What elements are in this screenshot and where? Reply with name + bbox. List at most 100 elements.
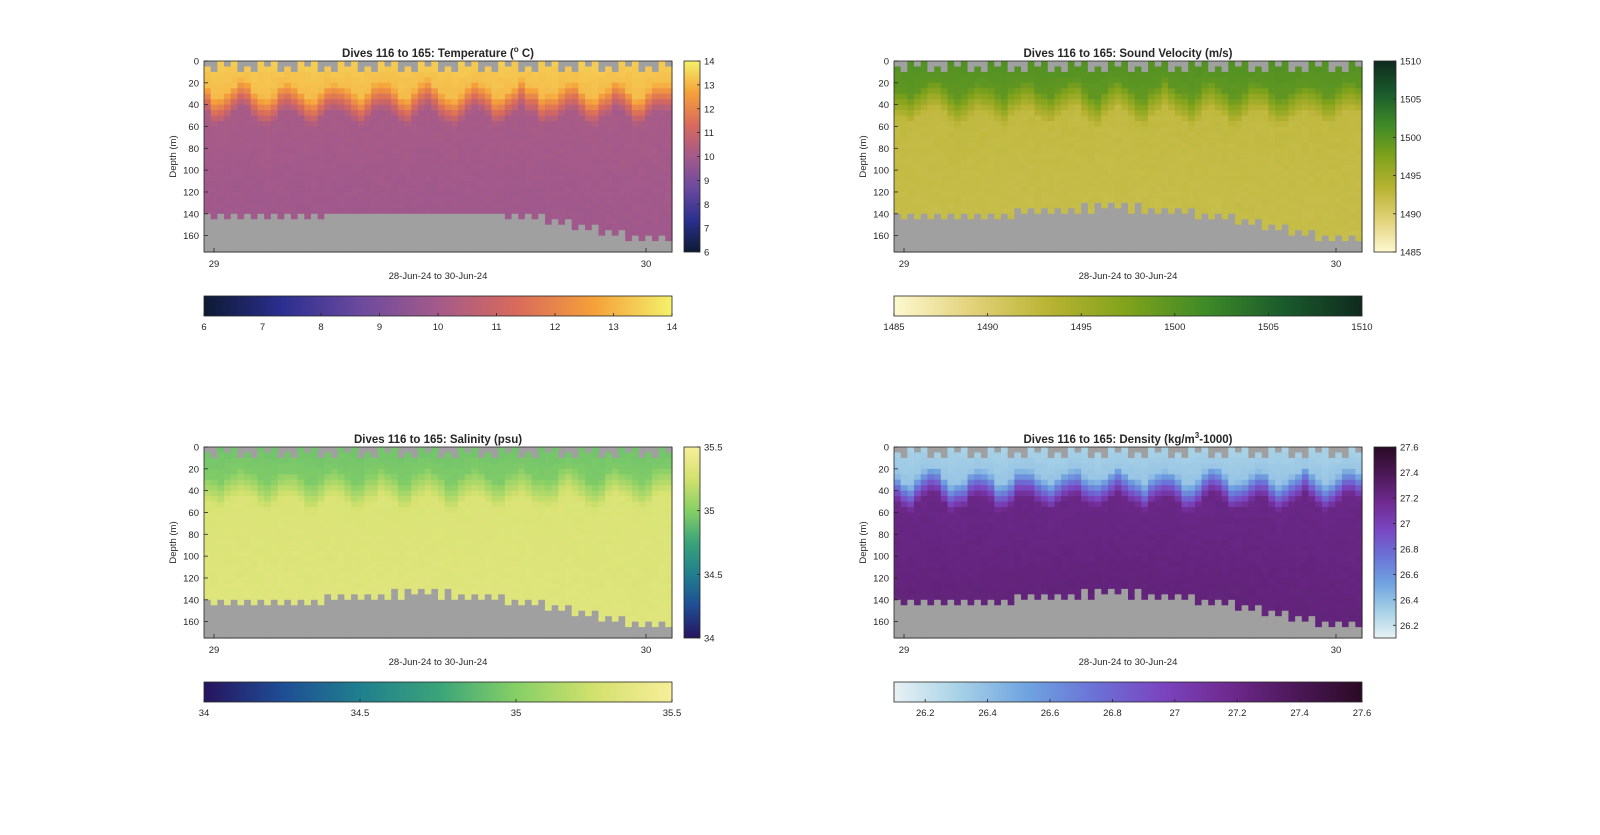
vcolorbar-tick-label: 8 [704,200,709,211]
chart-title: Dives 116 to 165: Density (kg/m3-1000) [1023,431,1232,446]
vcolorbar-tick-label: 7 [704,224,709,235]
hcolorbar-tick-label: 1500 [1164,322,1185,333]
y-tick-label: 160 [873,231,889,242]
x-tick-label: 29 [209,645,220,656]
y-tick-label: 120 [183,573,199,584]
x-axis-label: 28-Jun-24 to 30-Jun-24 [1079,657,1178,668]
y-tick-label: 80 [188,144,199,155]
vcolorbar-tick-label: 27.2 [1400,493,1419,504]
x-axis-label: 28-Jun-24 to 30-Jun-24 [1079,271,1178,282]
heatmap [894,447,1363,639]
x-tick-label: 30 [1331,259,1342,270]
hcolorbar-tick-label: 26.2 [916,708,935,719]
vcolorbar-tick-label: 26.6 [1400,570,1419,581]
vcolorbar-tick-label: 26.4 [1400,595,1419,606]
hcolorbar-tick-label: 27 [1170,708,1181,719]
hcolorbar-tick-label: 1485 [883,322,904,333]
vcolorbar-tick-label: 35.5 [704,443,723,454]
hcolorbar-tick-label: 26.8 [1103,708,1122,719]
heatmap [204,447,673,639]
hcolorbar-tick-label: 10 [433,322,444,333]
vcolorbar-tick-label: 35 [704,506,715,517]
vcolorbar-tick-label: 1495 [1400,171,1421,182]
hcolorbar-tick-label: 26.6 [1041,708,1060,719]
chart-title: Dives 116 to 165: Temperature (o C) [342,45,534,60]
vcolorbar-tick-label: 1500 [1400,133,1421,144]
heatmap [894,61,1363,253]
vcolorbar-tick-label: 1505 [1400,95,1421,106]
hcolorbar-tick-label: 1490 [977,322,998,333]
hcolorbar-tick-label: 34 [199,708,210,719]
vcolorbar-tick-label: 9 [704,176,709,187]
y-tick-label: 120 [873,573,889,584]
chart-title: Dives 116 to 165: Sound Velocity (m/s) [1024,48,1233,60]
y-tick-label: 0 [194,57,199,68]
vcolorbar-tick-label: 11 [704,128,714,139]
vcolorbar-tick-label: 26.2 [1400,621,1419,632]
vcolorbar-tick-label: 27 [1400,519,1411,530]
hcolorbar-tick-label: 35 [511,708,522,719]
y-tick-label: 140 [183,209,199,220]
y-tick-label: 40 [188,100,199,111]
x-tick-label: 30 [641,259,652,270]
x-tick-label: 29 [899,259,910,270]
vertical-colorbar [684,447,700,638]
y-tick-label: 0 [194,443,199,454]
x-tick-label: 29 [899,645,910,656]
vcolorbar-tick-label: 27.6 [1400,443,1419,454]
x-tick-label: 30 [641,645,652,656]
y-tick-label: 160 [183,617,199,628]
y-tick-label: 60 [188,122,199,133]
vcolorbar-tick-label: 34 [704,634,715,645]
y-tick-label: 0 [884,57,889,68]
y-tick-label: 0 [884,443,889,454]
y-tick-label: 140 [873,209,889,220]
heatmap [204,61,673,253]
y-tick-label: 100 [183,552,199,563]
x-tick-label: 30 [1331,645,1342,656]
y-tick-label: 20 [878,78,889,89]
hcolorbar-tick-label: 7 [260,322,265,333]
y-tick-label: 120 [873,187,889,198]
vcolorbar-tick-label: 26.8 [1400,544,1419,555]
vcolorbar-tick-label: 6 [704,248,709,259]
y-tick-label: 80 [878,530,889,541]
hcolorbar-tick-label: 6 [201,322,206,333]
hcolorbar-tick-label: 1495 [1071,322,1092,333]
y-tick-label: 40 [878,100,889,111]
hcolorbar-tick-label: 1510 [1351,322,1372,333]
y-tick-label: 100 [873,166,889,177]
horizontal-colorbar [204,682,672,702]
y-tick-label: 160 [873,617,889,628]
hcolorbar-tick-label: 26.4 [978,708,997,719]
y-axis-label: Depth (m) [168,521,179,563]
y-tick-label: 80 [878,144,889,155]
y-tick-label: 140 [183,595,199,606]
hcolorbar-tick-label: 27.4 [1290,708,1309,719]
y-tick-label: 80 [188,530,199,541]
y-tick-label: 40 [188,486,199,497]
vcolorbar-tick-label: 1490 [1400,209,1421,220]
y-tick-label: 120 [183,187,199,198]
chart-title: Dives 116 to 165: Salinity (psu) [354,434,522,446]
y-tick-label: 60 [188,508,199,519]
hcolorbar-tick-label: 11 [492,322,502,333]
hcolorbar-tick-label: 12 [550,322,561,333]
horizontal-colorbar [894,682,1362,702]
y-tick-label: 60 [878,508,889,519]
vcolorbar-tick-label: 1485 [1400,248,1421,259]
hcolorbar-tick-label: 27.2 [1228,708,1247,719]
vcolorbar-tick-label: 10 [704,152,715,163]
y-tick-label: 20 [878,464,889,475]
hcolorbar-tick-label: 8 [318,322,323,333]
y-axis-label: Depth (m) [168,135,179,177]
hcolorbar-tick-label: 1505 [1258,322,1279,333]
vcolorbar-tick-label: 12 [704,104,715,115]
hcolorbar-tick-label: 9 [377,322,382,333]
vcolorbar-tick-label: 27.4 [1400,468,1419,479]
hcolorbar-tick-label: 13 [608,322,619,333]
vcolorbar-tick-label: 14 [704,57,715,68]
vertical-colorbar [1374,447,1396,638]
